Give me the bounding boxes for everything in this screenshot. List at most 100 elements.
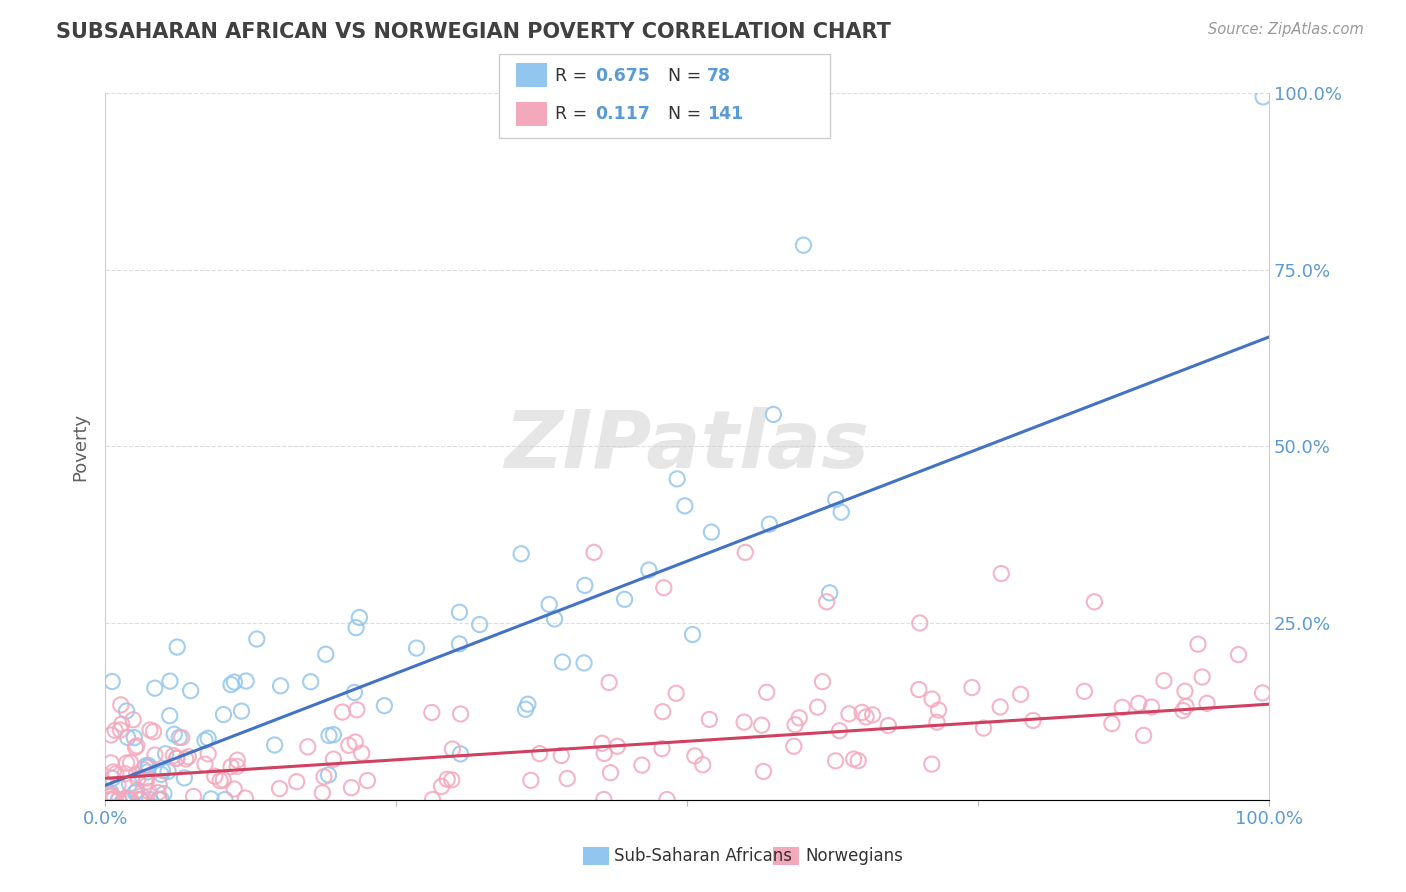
- Point: [100, 756, 122, 770]
- Point: [139, 792, 162, 806]
- Point: [652, 581, 675, 595]
- Point: [733, 715, 755, 730]
- Point: [125, 739, 148, 753]
- Point: [117, 731, 139, 745]
- Point: [510, 547, 533, 561]
- Point: [751, 718, 773, 732]
- Point: [925, 715, 948, 730]
- Text: N =: N =: [668, 105, 707, 123]
- Point: [138, 784, 160, 798]
- Point: [673, 499, 696, 513]
- Point: [1187, 637, 1209, 651]
- Point: [344, 735, 367, 749]
- Point: [115, 704, 138, 718]
- Point: [529, 747, 551, 761]
- Point: [1111, 700, 1133, 714]
- Point: [683, 748, 706, 763]
- Point: [572, 656, 595, 670]
- Point: [638, 563, 661, 577]
- Point: [312, 770, 335, 784]
- Text: 0.675: 0.675: [595, 67, 650, 85]
- Point: [246, 632, 269, 646]
- Point: [143, 747, 166, 762]
- Point: [346, 703, 368, 717]
- Point: [103, 764, 125, 779]
- Point: [270, 679, 292, 693]
- Point: [862, 707, 884, 722]
- Point: [356, 773, 378, 788]
- Point: [135, 775, 157, 789]
- Point: [139, 723, 162, 737]
- Point: [103, 792, 125, 806]
- Point: [1022, 714, 1045, 728]
- Point: [297, 739, 319, 754]
- Point: [655, 792, 678, 806]
- Point: [783, 739, 806, 754]
- Point: [143, 681, 166, 695]
- Point: [131, 789, 153, 803]
- Point: [599, 765, 621, 780]
- Point: [1174, 684, 1197, 698]
- Point: [136, 764, 159, 779]
- Point: [135, 771, 157, 785]
- Point: [337, 739, 360, 753]
- Point: [315, 647, 337, 661]
- Text: R =: R =: [555, 67, 593, 85]
- Point: [148, 792, 170, 806]
- Point: [682, 627, 704, 641]
- Point: [101, 772, 124, 786]
- Point: [200, 792, 222, 806]
- Point: [449, 605, 471, 619]
- Point: [1153, 673, 1175, 688]
- Point: [450, 706, 472, 721]
- Point: [122, 713, 145, 727]
- Point: [318, 768, 340, 782]
- Point: [543, 612, 565, 626]
- Point: [219, 678, 242, 692]
- Point: [1101, 716, 1123, 731]
- Point: [101, 674, 124, 689]
- Point: [173, 771, 195, 785]
- Point: [100, 792, 122, 806]
- Point: [146, 785, 169, 799]
- Point: [263, 738, 285, 752]
- Point: [100, 789, 122, 803]
- Point: [440, 772, 463, 787]
- Point: [350, 746, 373, 760]
- Point: [828, 723, 851, 738]
- Point: [194, 733, 217, 747]
- Point: [118, 777, 141, 791]
- Point: [226, 753, 249, 767]
- Point: [100, 789, 122, 803]
- Point: [349, 610, 371, 624]
- Point: [846, 754, 869, 768]
- Point: [990, 566, 1012, 581]
- Text: Norwegians: Norwegians: [806, 847, 904, 865]
- Point: [165, 751, 187, 765]
- Point: [125, 783, 148, 797]
- Point: [299, 674, 322, 689]
- Point: [598, 675, 620, 690]
- Point: [166, 640, 188, 654]
- Point: [100, 792, 122, 806]
- Point: [194, 757, 217, 772]
- Point: [124, 731, 146, 745]
- Point: [128, 792, 150, 806]
- Point: [1175, 699, 1198, 714]
- Point: [582, 545, 605, 559]
- Point: [183, 789, 205, 804]
- Point: [783, 717, 806, 731]
- Point: [551, 655, 574, 669]
- Point: [450, 747, 472, 761]
- Point: [224, 675, 246, 690]
- Point: [117, 792, 139, 806]
- Point: [973, 721, 995, 735]
- Point: [162, 748, 184, 763]
- Point: [1191, 670, 1213, 684]
- Point: [838, 706, 860, 721]
- Point: [285, 774, 308, 789]
- Point: [100, 792, 122, 806]
- Point: [468, 617, 491, 632]
- Point: [1010, 687, 1032, 701]
- Point: [538, 598, 561, 612]
